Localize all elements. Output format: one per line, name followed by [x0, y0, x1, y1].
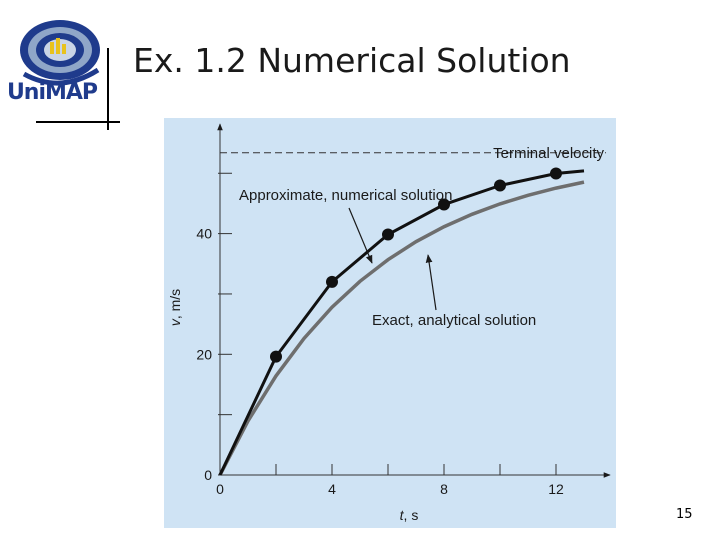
title-rule-horizontal [36, 121, 120, 123]
series-numerical-point [326, 275, 338, 288]
annotation-numerical: Approximate, numerical solution [239, 187, 452, 204]
chart-ticks: 0 4 8 12 0 20 40 t, s v, m/s [167, 172, 564, 523]
y-tick-label: 0 [204, 467, 212, 483]
x-tick-label: 0 [216, 481, 224, 497]
annotation-analytical: Exact, analytical solution [372, 312, 536, 329]
title-rule-vertical [107, 48, 109, 130]
series-numerical-point [550, 167, 562, 180]
chart-series [218, 152, 606, 476]
x-axis-label: t, s [400, 507, 419, 523]
x-tick-label: 12 [548, 481, 564, 497]
x-tick-label: 8 [440, 481, 448, 497]
series-numerical-line [218, 169, 585, 476]
series-numerical-point [494, 179, 506, 192]
logo-emblem-icon [20, 20, 100, 86]
page-number: 15 [676, 507, 693, 522]
series-numerical-point [270, 350, 282, 363]
chart-annotations: Terminal velocity Approximate, numerical … [239, 145, 604, 329]
chart-axes [217, 123, 611, 478]
series-analytical-line [218, 180, 585, 476]
x-tick-label: 4 [328, 481, 336, 497]
series-numerical-point [382, 228, 394, 241]
y-tick-label: 20 [196, 346, 212, 362]
y-tick-label: 40 [196, 226, 212, 242]
slide-title: Ex. 1.2 Numerical Solution [133, 41, 571, 80]
annotation-terminal-velocity: Terminal velocity [493, 145, 604, 162]
velocity-chart: 0 4 8 12 0 20 40 t, s v, m/s Terminal velocity Ap… [167, 123, 611, 523]
series-numerical-point [438, 198, 450, 211]
logo-text: UniMAP [6, 80, 98, 105]
unimap-logo [14, 14, 106, 124]
annotation-analytical-arrow [425, 254, 437, 311]
y-axis-label: v, m/s [167, 289, 183, 326]
chart-figure: 0 4 8 12 0 20 40 t, s v, m/s Terminal velocity Ap… [164, 118, 616, 528]
annotation-numerical-arrow [348, 207, 373, 264]
